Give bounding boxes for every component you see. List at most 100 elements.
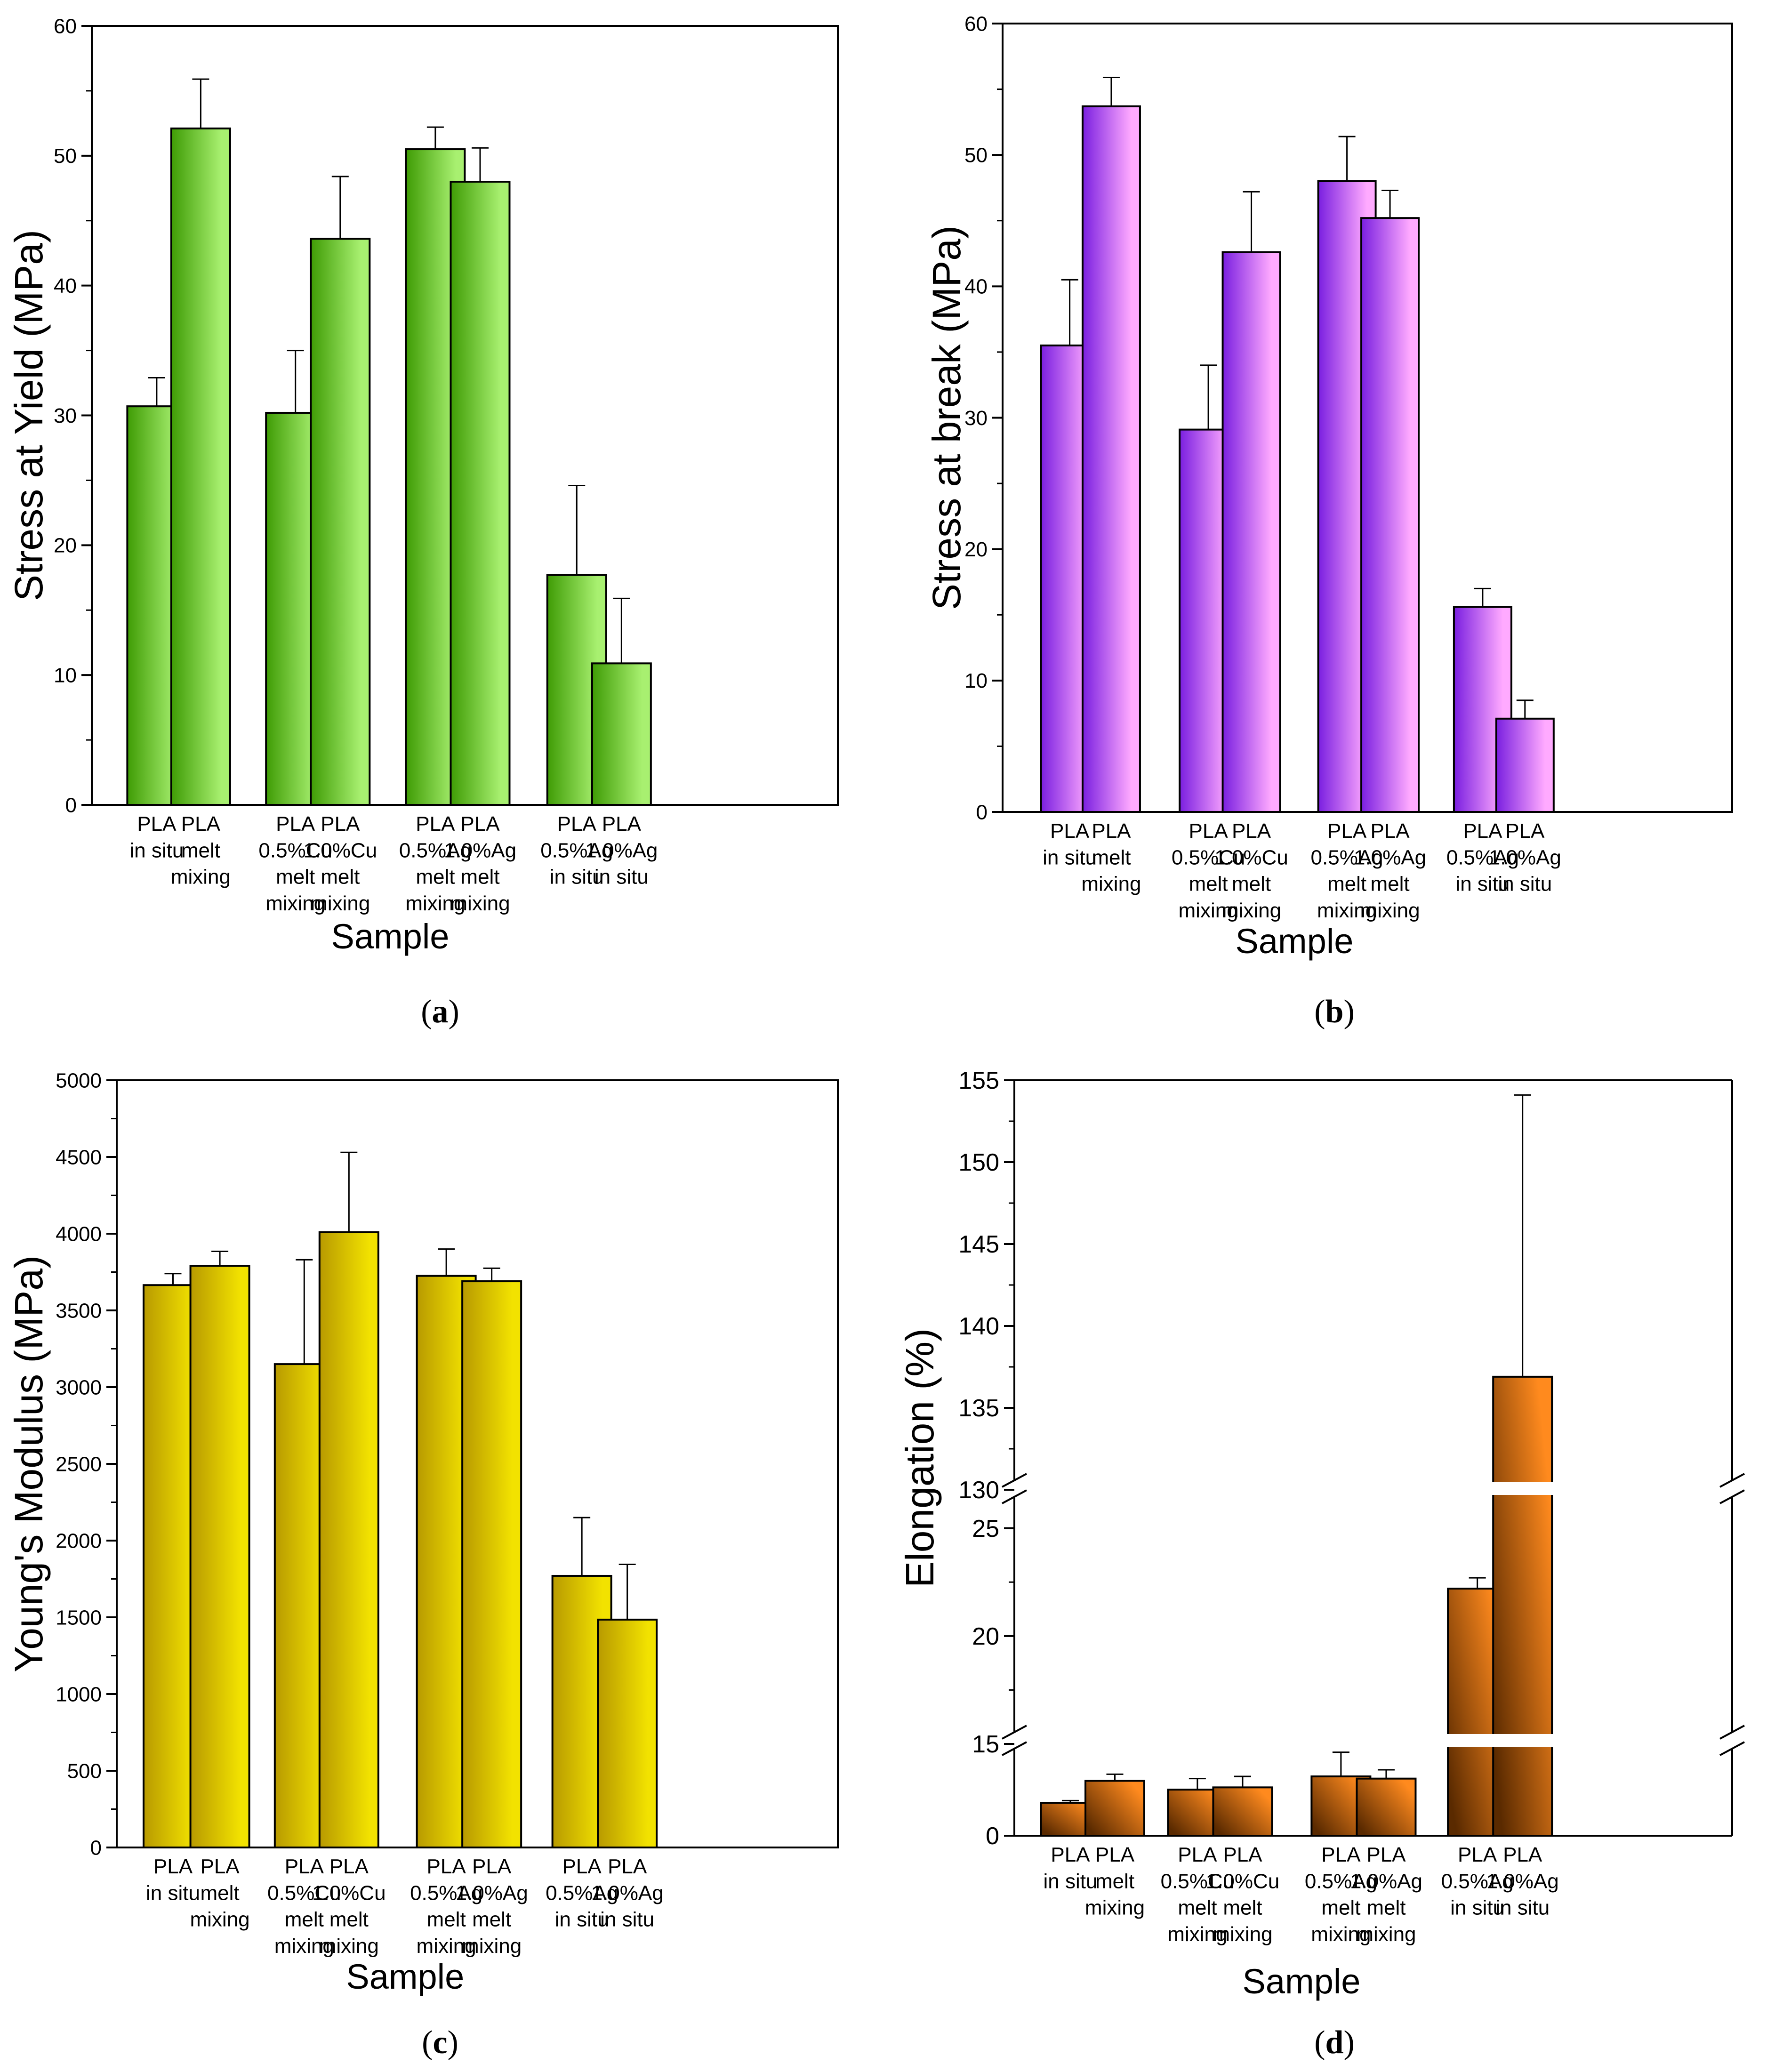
y-tick-label: 30 xyxy=(54,404,77,427)
tick-label-line: PLA xyxy=(285,1855,324,1878)
tick-label-line: melt xyxy=(416,866,455,889)
tick-label-line: PLA xyxy=(137,812,177,835)
y-tick-label: 2500 xyxy=(56,1453,102,1476)
y-tick-label: 10 xyxy=(54,664,77,687)
bar xyxy=(1081,105,1141,813)
caption-b: (b) xyxy=(1314,994,1355,1030)
axis-break-mark xyxy=(1002,1741,1027,1756)
tick-label-line: PLA xyxy=(329,1855,369,1878)
tick-label-line: mixing xyxy=(1085,1896,1145,1919)
tick-label-x: PLA 0.5%Ag melt mixing xyxy=(1305,1843,1377,1946)
tick-label-line: PLA xyxy=(1366,1843,1406,1866)
tick-label-line: in situ xyxy=(1498,873,1552,896)
tick-label-line: PLA xyxy=(1050,819,1090,843)
tick-label-line: 0.5%Ag xyxy=(1305,1870,1377,1893)
tick-label-x: PLA 1.0%Ag melt mixing xyxy=(1354,819,1426,922)
tick-label-x: PLA 0.5%Cu melt mixing xyxy=(1172,819,1245,922)
tick-label-line: 1.0%Cu xyxy=(304,839,377,862)
y-tick-label: 0 xyxy=(90,1836,102,1859)
tick-label-line: mixing xyxy=(462,1935,522,1958)
tick-label-line: PLA xyxy=(1370,819,1410,843)
tick-label-x: PLA melt mixing xyxy=(171,812,231,889)
caption-letter-b: b xyxy=(1325,994,1344,1030)
y-tick-label: 20 xyxy=(964,538,988,561)
y-tick-label: 135 xyxy=(958,1395,999,1422)
tick-label-line: in situ xyxy=(1455,873,1510,896)
bar xyxy=(450,181,511,806)
bar xyxy=(1221,251,1281,813)
tick-label-line: 0.5%Ag xyxy=(399,839,472,862)
bar xyxy=(461,1280,522,1848)
tick-label-line: PLA xyxy=(1463,819,1502,843)
y-tick-label: 1500 xyxy=(56,1606,102,1629)
tick-label-line: PLA xyxy=(276,812,315,835)
tick-label-line: melt xyxy=(1095,1870,1134,1893)
tick-label-x: PLA 0.5%Ag in situ xyxy=(540,812,613,889)
tick-label-line: 1.0%Ag xyxy=(1350,1870,1422,1893)
axis-break-mark xyxy=(1719,1489,1745,1504)
tick-label-x: PLA melt mixing xyxy=(1081,819,1141,896)
bar xyxy=(597,1618,658,1848)
bar xyxy=(1084,1780,1145,1837)
tick-label-line: PLA xyxy=(1458,1843,1497,1866)
tick-label-x: PLA 0.5%Cu melt mixing xyxy=(1161,1843,1235,1946)
tick-label-line: 0.5%Ag xyxy=(540,839,613,862)
tick-label-line: 1.0%Cu xyxy=(312,1881,386,1904)
axis-break-mark xyxy=(1002,1489,1027,1504)
tick-label-line: PLA xyxy=(1223,1843,1262,1866)
axis-break-mark xyxy=(1719,1473,1745,1488)
tick-label-line: PLA xyxy=(1092,819,1131,843)
tick-label-line: PLA xyxy=(557,812,597,835)
tick-label-line: 1.0%Cu xyxy=(1206,1870,1280,1893)
y-tick-label: 2000 xyxy=(56,1529,102,1552)
tick-label-x: PLA 1.0%Ag in situ xyxy=(591,1855,664,1931)
tick-label-line: mixing xyxy=(1317,899,1377,922)
y-tick-label: 25 xyxy=(972,1515,999,1542)
tick-label-line: melt xyxy=(181,839,220,862)
tick-label-x: PLA melt mixing xyxy=(190,1855,249,1931)
y-axis-label: Stress at Yield (MPa) xyxy=(7,230,51,601)
caption-a: (a) xyxy=(421,994,459,1030)
tick-label-line: melt xyxy=(276,866,315,889)
tick-label-x: PLA 1.0%Cu melt mixing xyxy=(304,812,377,915)
tick-label-line: mixing xyxy=(405,892,465,915)
y-tick-label: 4500 xyxy=(56,1146,102,1169)
y-tick-label: 20 xyxy=(972,1623,999,1650)
tick-label-line: in situ xyxy=(146,1881,200,1904)
x-axis-label: Sample xyxy=(1243,1962,1361,2001)
y-tick-label: 500 xyxy=(67,1759,102,1783)
y-axis-label: Elongation (%) xyxy=(898,1328,942,1588)
tick-label-line: mixing xyxy=(190,1908,249,1931)
y-tick-label: 50 xyxy=(54,145,77,168)
tick-label-x: PLA in situ xyxy=(129,812,184,862)
tick-label-line: melt xyxy=(1370,873,1409,896)
y-tick-label: 40 xyxy=(964,275,988,298)
tick-label-line: mixing xyxy=(1081,873,1141,896)
tick-label-line: mixing xyxy=(1167,1923,1227,1946)
axis-break-mark xyxy=(1719,1725,1745,1740)
y-tick-label: 0 xyxy=(986,1823,999,1850)
tick-label-line: melt xyxy=(1366,1896,1406,1919)
bar xyxy=(591,662,652,806)
bar xyxy=(318,1231,379,1848)
y-tick-label: 40 xyxy=(54,274,77,297)
caption-d: (d) xyxy=(1314,2024,1355,2061)
tick-label-x: PLA 1.0%Cu melt mixing xyxy=(1214,819,1288,922)
y-tick-label: 50 xyxy=(964,144,988,167)
tick-label-line: PLA xyxy=(1327,819,1367,843)
tick-label-line: 0.5%Cu xyxy=(267,1881,341,1904)
tick-label-line: mixing xyxy=(265,892,325,915)
tick-label-line: 0.5%Ag xyxy=(1311,846,1383,869)
bar xyxy=(1356,1777,1417,1837)
tick-label-line: PLA xyxy=(1505,819,1545,843)
tick-label-x: PLA 1.0%Cu melt mixing xyxy=(312,1855,386,1958)
tick-label-line: mixing xyxy=(1213,1923,1272,1946)
tick-label-line: in situ xyxy=(1495,1896,1550,1919)
y-tick-label: 150 xyxy=(958,1149,999,1176)
tick-label-x: PLA 0.5%Ag in situ xyxy=(1441,1843,1514,1919)
tick-label-line: 0.5%Ag xyxy=(1441,1870,1514,1893)
bar xyxy=(1360,217,1420,813)
tick-label-line: 1.0%Ag xyxy=(444,839,516,862)
tick-label-line: melt xyxy=(1232,873,1271,896)
bar xyxy=(310,238,371,806)
